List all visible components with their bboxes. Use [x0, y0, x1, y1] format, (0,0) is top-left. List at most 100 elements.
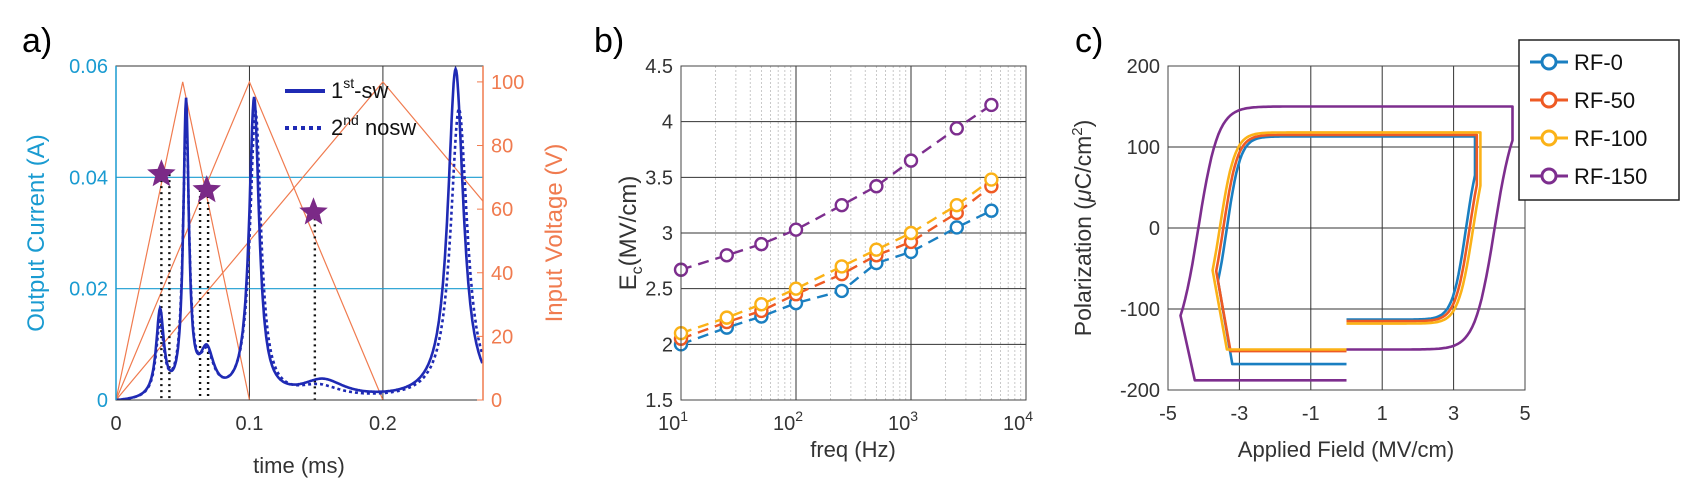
- y-right-tick-label: 0: [491, 390, 502, 412]
- legend-nosw-text: 2nd nosw: [331, 112, 416, 140]
- panel-c-label: c): [1075, 22, 1103, 60]
- data-point: [719, 248, 734, 263]
- hysteresis-loop-rf-50: [1214, 133, 1479, 353]
- voltage-triangle: [116, 80, 483, 400]
- panel-c-x-label: Applied Field (MV/cm): [1238, 437, 1454, 462]
- data-point: [834, 197, 849, 213]
- voltage-triangle: [116, 81, 251, 400]
- panel-c-y-label: Polarization (μC/cm2): [1069, 120, 1096, 337]
- x-tick-label: 0: [110, 413, 121, 435]
- data-point: [834, 283, 849, 299]
- y-left-tick-label: 0.06: [69, 56, 108, 78]
- x-tick-label: 101: [658, 408, 688, 435]
- y-tick-label: -100: [1120, 299, 1160, 321]
- series-line: [680, 185, 993, 340]
- data-point: [788, 281, 804, 296]
- data-point: [719, 310, 734, 325]
- data-point: [754, 236, 769, 252]
- y-tick-label: 1.5: [645, 390, 673, 412]
- legend-label: RF-0: [1574, 50, 1623, 75]
- hysteresis-loop-rf-0: [1216, 135, 1477, 366]
- panel-a-stars: [147, 159, 328, 225]
- panel-a-ticks: 0 0.1 0.2 0 0.02 0.04 0.06 0 20 40 60 80 100: [69, 56, 524, 435]
- y-right-tick-label: 60: [491, 199, 513, 221]
- series-line: [680, 104, 993, 271]
- panel-a-label: a): [22, 22, 52, 60]
- legend-marker: [1540, 129, 1558, 147]
- y-left-tick-label: 0.04: [69, 167, 108, 189]
- data-point: [949, 220, 964, 235]
- legend-marker: [1540, 53, 1558, 71]
- data-point: [788, 222, 804, 237]
- legend-label: RF-150: [1574, 164, 1647, 189]
- y-tick-label: 200: [1127, 56, 1160, 78]
- current-curve-1st-sw: [116, 66, 483, 400]
- data-point: [754, 297, 769, 312]
- hysteresis-loop-rf-100: [1211, 131, 1482, 351]
- data-point: [984, 97, 999, 113]
- data-point: [869, 242, 884, 257]
- y-tick-label: 2: [662, 334, 673, 356]
- panel-b-series: [673, 97, 999, 352]
- panel-a-y-label-left: Output Current (A): [23, 134, 50, 331]
- y-tick-label: 2.5: [645, 279, 673, 301]
- panel-c-frame: [1167, 65, 1526, 391]
- panel-c: c) -5 -3 -1 1 3 5 -200 -100 0 100 200 Applied Fiel…: [1069, 22, 1680, 462]
- x-tick-label: 102: [773, 408, 803, 435]
- data-point: [984, 172, 999, 187]
- y-right-tick-label: 40: [491, 263, 513, 285]
- y-tick-label: 3: [662, 223, 673, 245]
- hysteresis-loop-rf-150: [1179, 105, 1514, 382]
- panel-c-ticks: -5 -3 -1 1 3 5 -200 -100 0 100 200: [1120, 56, 1531, 425]
- panel-b-ticks: 1.5 2 2.5 3 3.5 4 4.5 101 102 103 104: [645, 56, 1033, 435]
- panel-b-frame: [680, 65, 1027, 401]
- y-tick-label: 4: [662, 112, 673, 134]
- y-tick-label: 0: [1149, 218, 1160, 240]
- current-curve-2nd-nosw: [116, 105, 483, 400]
- data-point: [869, 179, 884, 194]
- x-tick-label: -5: [1159, 403, 1177, 425]
- x-tick-label: 0.1: [236, 413, 264, 435]
- panel-a-x-label: time (ms): [253, 453, 345, 478]
- panel-c-hysteresis-loops: [1179, 105, 1514, 382]
- panel-a-voltage-waveform: [116, 80, 483, 400]
- panel-c-gridlines: [1168, 66, 1525, 390]
- panel-c-legend: RF-0 RF-50 RF-100 RF-150: [1518, 39, 1680, 201]
- data-point: [903, 153, 919, 168]
- legend-marker: [1540, 91, 1558, 109]
- x-tick-label: -3: [1231, 403, 1249, 425]
- panel-b-y-label: Ec(MV/cm): [615, 176, 646, 291]
- panel-b-gridlines: [681, 66, 1026, 400]
- data-point: [834, 259, 849, 274]
- panel-a-gridlines: [116, 66, 483, 400]
- legend-label: RF-50: [1574, 88, 1635, 113]
- legend-sw-text: 1st-sw: [331, 75, 388, 103]
- star-marker: [299, 197, 328, 225]
- panel-b-label: b): [594, 22, 624, 60]
- y-tick-label: -200: [1120, 380, 1160, 402]
- legend-marker: [1540, 167, 1558, 185]
- y-right-tick-label: 80: [491, 136, 513, 158]
- y-right-tick-label: 100: [491, 72, 524, 94]
- star-marker: [192, 175, 221, 203]
- y-left-tick-label: 0.02: [69, 279, 108, 301]
- y-tick-label: 3.5: [645, 167, 673, 189]
- panel-a-y-label-right: Input Voltage (V): [541, 144, 568, 323]
- panel-b: b) 1.5 2 2.5 3 3.5 4 4.5 101 102 103 104 freq (Hz)…: [594, 22, 1033, 462]
- data-point: [984, 203, 999, 218]
- x-tick-label: 103: [888, 408, 918, 435]
- panel-a-legend: 1st-sw 2nd nosw: [285, 75, 416, 140]
- series-rf-150: [673, 97, 999, 277]
- y-right-tick-label: 20: [491, 326, 513, 348]
- star-marker: [147, 159, 176, 187]
- panel-a: a) 0 0.1 0.2 0 0.02 0.04 0.06 0 20 40 60 80 100 time…: [22, 22, 568, 478]
- x-tick-label: 104: [1003, 408, 1033, 435]
- panel-b-x-label: freq (Hz): [810, 437, 896, 462]
- data-point: [949, 121, 964, 136]
- panel-a-frame: [115, 65, 484, 401]
- x-tick-label: 0.2: [369, 413, 397, 435]
- y-tick-label: 100: [1127, 137, 1160, 159]
- y-tick-label: 4.5: [645, 56, 673, 78]
- x-tick-label: 1: [1377, 403, 1388, 425]
